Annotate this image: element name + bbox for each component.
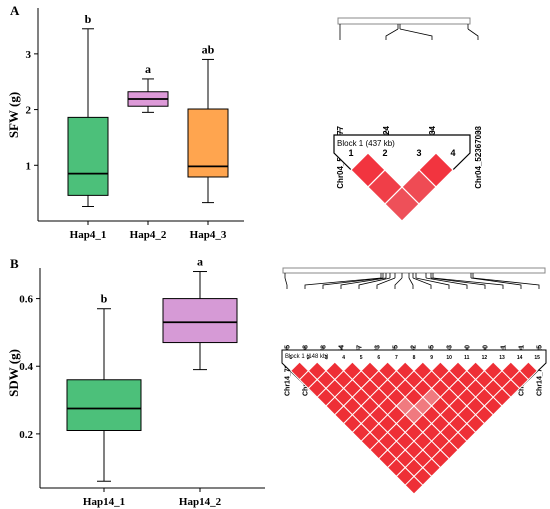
snp-connector bbox=[467, 28, 479, 40]
snp-index: 6 bbox=[377, 355, 380, 361]
snp-connector bbox=[425, 277, 468, 289]
snp-index: 4 bbox=[342, 355, 345, 361]
snp-connector bbox=[432, 277, 504, 289]
snp-connector bbox=[399, 28, 433, 40]
snp-index: 11 bbox=[464, 355, 470, 361]
x-tick-label: Hap14_1 bbox=[83, 496, 125, 508]
snp-connector bbox=[430, 277, 486, 289]
box-Hap4_1 bbox=[67, 116, 109, 196]
y-tick-label: 2 bbox=[26, 105, 32, 117]
snp-connector bbox=[408, 277, 414, 289]
chr14-snp-indices: 1 2 3 4 5 6 7 8 9 10 11 12 13 14 15 bbox=[289, 355, 540, 361]
snp-connector bbox=[385, 28, 399, 40]
snp-index: 5 bbox=[360, 355, 363, 361]
snp-index: 13 bbox=[499, 355, 505, 361]
y-tick-label: 0.4 bbox=[19, 361, 33, 373]
snp-index: 9 bbox=[430, 355, 433, 361]
panel-b-label: B bbox=[10, 256, 19, 271]
snp-name: Chr14_7415825 bbox=[536, 345, 543, 396]
snp-connector bbox=[472, 277, 540, 289]
snp-index: 2 bbox=[307, 355, 310, 361]
y-tick-label: 1 bbox=[26, 160, 32, 172]
snp-connector bbox=[340, 277, 387, 289]
ld-cell bbox=[384, 186, 420, 222]
significance-letter: b bbox=[101, 292, 108, 306]
snp-index: 2 bbox=[382, 148, 387, 158]
panel-b-ylabel: SDW (g) bbox=[6, 349, 21, 397]
snp-connector bbox=[358, 277, 391, 289]
y-tick-label: 0.2 bbox=[19, 429, 33, 441]
snp-connector bbox=[470, 277, 522, 289]
chr14-snp-connectors bbox=[284, 273, 540, 350]
box-Hap14_2 bbox=[162, 298, 238, 344]
chr04-snp-connectors bbox=[339, 24, 479, 135]
chr14-bar bbox=[282, 267, 546, 274]
snp-index: 12 bbox=[482, 355, 488, 361]
significance-letter: a bbox=[145, 62, 151, 76]
snp-index: 8 bbox=[413, 355, 416, 361]
significance-letter: a bbox=[197, 255, 203, 269]
chr04-snp-indices: 1 2 3 4 bbox=[348, 148, 455, 158]
chr04-ld-cells bbox=[350, 152, 454, 222]
panel-b-plot: 0.2 0.4 0.6 Hap14_1 b Hap14_2 a bbox=[19, 255, 265, 508]
snp-name: Chr14_7267405 bbox=[284, 345, 291, 396]
snp-connector bbox=[304, 277, 382, 289]
snp-connector bbox=[322, 277, 384, 289]
ld-block-chr14: Chr14_7267405Chr14_7324498Chr14_7325178C… bbox=[281, 267, 547, 495]
snp-index: 1 bbox=[289, 355, 292, 361]
panel-a-ylabel: SFW (g) bbox=[6, 92, 21, 138]
x-tick-label: Hap4_3 bbox=[190, 229, 227, 241]
significance-letter: ab bbox=[202, 42, 215, 56]
panel-a-plot: 1 2 3 Hap4_1 b Hap4_2 a Hap4_3 ab bbox=[26, 8, 244, 241]
panel-a-boxplot: A SFW (g) 1 2 3 Hap4_1 b Hap4_2 a Hap4_3 ab bbox=[6, 3, 244, 241]
snp-name: Chr04_52367033 bbox=[474, 125, 483, 188]
chr14-block-label: Block 1 (148 kb) bbox=[285, 354, 328, 360]
snp-connector bbox=[284, 277, 288, 289]
snp-index: 1 bbox=[348, 148, 353, 158]
significance-letter: b bbox=[85, 12, 92, 26]
chr04-block-label: Block 1 (437 kb) bbox=[337, 139, 395, 148]
y-tick-label: 0.6 bbox=[19, 294, 33, 306]
snp-index: 14 bbox=[517, 355, 523, 361]
panel-a-label: A bbox=[10, 3, 20, 18]
ld-block-chr04: Chr04_51929177Chr04_51934424Chr04_521315… bbox=[333, 17, 483, 222]
box-Hap14_1 bbox=[66, 379, 142, 432]
chr14-ld-cells bbox=[290, 361, 538, 495]
snp-index: 7 bbox=[395, 355, 398, 361]
x-tick-label: Hap14_2 bbox=[179, 496, 222, 508]
snp-connector bbox=[412, 277, 432, 289]
y-tick-label: 3 bbox=[26, 49, 32, 61]
snp-connector bbox=[394, 277, 403, 289]
x-tick-label: Hap4_1 bbox=[70, 229, 107, 241]
x-tick-label: Hap4_2 bbox=[130, 229, 167, 241]
ld-cell bbox=[404, 475, 424, 495]
panel-b-boxplot: B SDW (g) 0.2 0.4 0.6 Hap14_1 b Hap14_2 a bbox=[6, 255, 265, 508]
chr04-bar bbox=[337, 17, 471, 25]
snp-index: 3 bbox=[416, 148, 421, 158]
snp-connector bbox=[415, 277, 450, 289]
snp-index: 4 bbox=[450, 148, 455, 158]
snp-index: 3 bbox=[325, 355, 328, 361]
snp-connector bbox=[376, 277, 396, 289]
snp-index: 10 bbox=[446, 355, 452, 361]
snp-index: 15 bbox=[534, 355, 540, 361]
